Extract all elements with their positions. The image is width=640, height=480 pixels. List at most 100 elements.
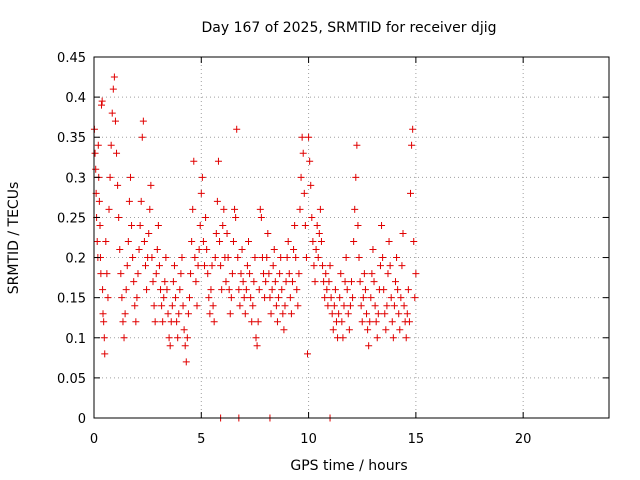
data-point [194, 262, 202, 270]
data-point [257, 213, 265, 221]
data-point [162, 254, 170, 262]
data-point [389, 334, 397, 342]
data-point [353, 141, 361, 149]
data-point [301, 221, 309, 229]
data-point [161, 278, 169, 286]
data-point [199, 238, 207, 246]
data-point [218, 286, 226, 294]
data-point [197, 189, 205, 197]
y-tick-label: 0.45 [57, 51, 86, 66]
y-tick-label: 0.25 [57, 211, 86, 226]
data-point [157, 286, 165, 294]
data-point [229, 238, 237, 246]
data-point [107, 141, 115, 149]
data-point [248, 318, 256, 326]
data-point [282, 278, 290, 286]
data-point [372, 318, 380, 326]
data-point [119, 318, 127, 326]
data-point [250, 278, 258, 286]
data-point [136, 221, 144, 229]
data-point [236, 302, 244, 310]
x-tick-label: 0 [90, 432, 98, 447]
data-point [106, 173, 114, 181]
data-point [367, 294, 375, 302]
data-point [160, 294, 168, 302]
data-point [405, 318, 413, 326]
data-point [155, 262, 163, 270]
data-point [395, 310, 403, 318]
data-point [139, 117, 147, 125]
data-point [357, 302, 365, 310]
data-point [207, 286, 215, 294]
data-point [265, 270, 273, 278]
data-point [293, 286, 301, 294]
data-point [412, 270, 420, 278]
data-point [166, 342, 174, 350]
data-point [328, 310, 336, 318]
data-point [225, 286, 233, 294]
x-tick-label: 5 [197, 432, 205, 447]
data-point [359, 294, 367, 302]
data-point [102, 238, 110, 246]
data-point [275, 294, 283, 302]
data-point [381, 310, 389, 318]
data-point [268, 286, 276, 294]
y-tick-label: 0.3 [65, 171, 86, 186]
data-point [140, 238, 148, 246]
data-point [95, 197, 103, 205]
data-point [351, 205, 359, 213]
data-point [142, 262, 149, 270]
data-point [173, 318, 181, 326]
data-point [101, 350, 109, 358]
data-point [325, 278, 333, 286]
data-point [329, 326, 337, 334]
data-point [181, 342, 189, 350]
tick-labels: 0 0.05 0.1 0.15 0.2 0.25 0.3 0.35 0.4 0.45 0 5 10 15 2… [57, 51, 531, 447]
data-point [226, 310, 234, 318]
data-point [204, 270, 212, 278]
data-point [331, 286, 339, 294]
data-point [182, 358, 190, 366]
data-point [237, 270, 245, 278]
data-point [108, 109, 116, 117]
data-point [145, 229, 153, 237]
data-point [103, 270, 111, 278]
data-point [208, 262, 216, 270]
data-point [410, 238, 418, 246]
data-point [149, 278, 157, 286]
data-point [364, 326, 372, 334]
data-point [121, 310, 129, 318]
y-tick-label: 0 [78, 412, 86, 427]
data-point [178, 254, 186, 262]
data-point [355, 254, 363, 262]
data-point [407, 189, 415, 197]
data-point [350, 238, 358, 246]
data-point [378, 221, 386, 229]
data-point [232, 213, 240, 221]
data-point [158, 302, 166, 310]
data-point [129, 254, 137, 262]
data-point [180, 326, 188, 334]
data-point [249, 302, 257, 310]
data-point [211, 254, 219, 262]
data-point [111, 117, 119, 125]
data-point [115, 213, 123, 221]
x-tick-label: 10 [300, 432, 317, 447]
data-point [193, 302, 201, 310]
data-point [300, 189, 308, 197]
data-point [374, 310, 382, 318]
data-point [370, 278, 378, 286]
data-point [114, 181, 122, 189]
data-point [360, 270, 368, 278]
data-point [222, 278, 230, 286]
data-point [137, 197, 145, 205]
data-point [98, 97, 106, 105]
data-point [310, 262, 318, 270]
data-point [276, 270, 284, 278]
data-point [128, 221, 136, 229]
data-point [262, 278, 270, 286]
data-point [122, 286, 130, 294]
data-point [272, 302, 280, 310]
data-point [246, 270, 254, 278]
